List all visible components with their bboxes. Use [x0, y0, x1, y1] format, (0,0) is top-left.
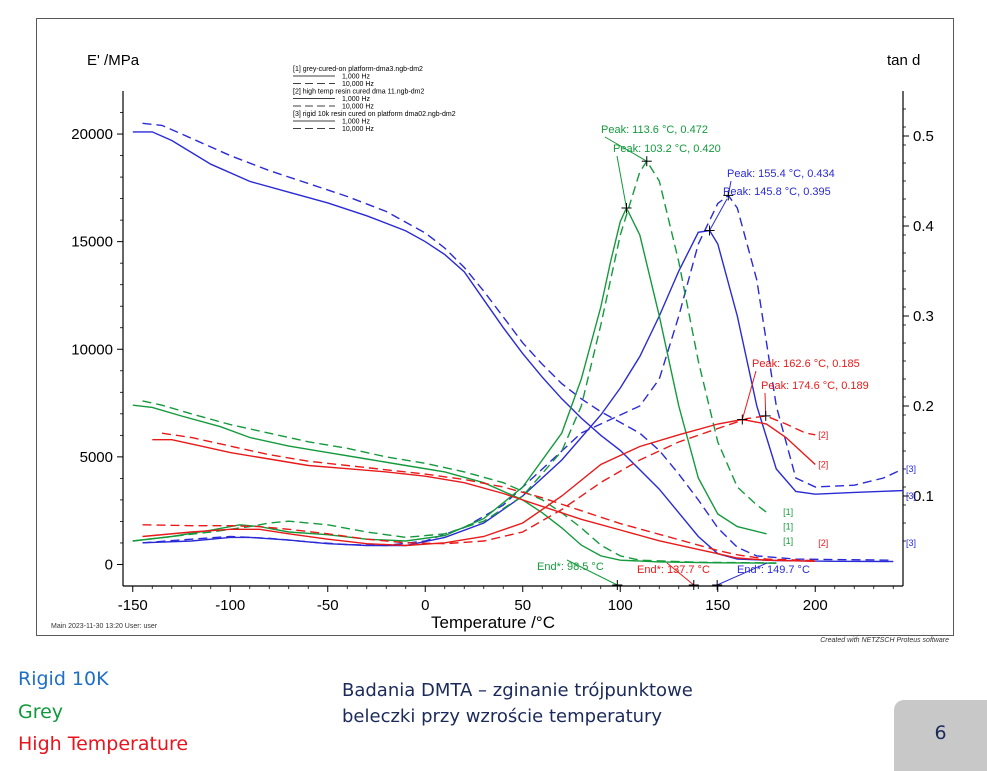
- annotation-label: End*: 98.5 °C: [537, 561, 604, 573]
- series-line-11: [142, 418, 816, 547]
- annotation-label: Peak: 145.8 °C, 0.395: [723, 186, 831, 198]
- x-tick-label: -150: [118, 597, 148, 614]
- annotation-leader: [616, 155, 627, 209]
- x-tick-label: 0: [421, 597, 429, 614]
- annotation-label: Peak: 155.4 °C, 0.434: [727, 168, 835, 180]
- y-right-tick-label: 0.1: [913, 488, 934, 505]
- caption-line-1: Badania DMTA – zginanie trójpunktowe: [342, 680, 693, 701]
- y-right-tick-label: 0.3: [913, 308, 934, 325]
- legend-entry-label: 1,000 Hz: [342, 74, 371, 81]
- legend-file-1: [1] grey-cured-on platform-dma3.ngb-dm2: [293, 66, 423, 73]
- annotation-label: End*: 137.7 °C: [637, 564, 710, 576]
- annotation-leader: [666, 562, 695, 586]
- annotation-leader: [716, 562, 768, 586]
- x-tick-label: -50: [317, 597, 339, 614]
- caption-line-2: beleczki przy wzroście temperatury: [342, 706, 663, 727]
- curve-end-tag: [1]: [783, 507, 793, 517]
- annotation-leader: [741, 370, 757, 420]
- legend-entry-label: 10,000 Hz: [342, 81, 374, 88]
- annotation-label: End*: 149.7 °C: [737, 564, 810, 576]
- series-line-9: [152, 439, 816, 562]
- annotation-leader: [604, 136, 648, 162]
- annotation-label: Peak: 113.6 °C, 0.472: [601, 124, 708, 136]
- series-line-4: [142, 194, 904, 547]
- left-axis-title: E' /MPa: [87, 52, 140, 69]
- legend-file-3: [3] rigid 10k resin cured on platform dm…: [293, 111, 456, 118]
- series-line-1: [132, 131, 894, 563]
- curve-end-tag: [2]: [818, 538, 828, 548]
- curve-end-tag: [3]: [906, 464, 916, 474]
- dma-chart: -150 -100 -50 0 50 100 150 200 0 5000 10000 15000 20…: [36, 18, 954, 644]
- legend-entry-label: 10,000 Hz: [342, 104, 374, 111]
- series-line-12: [142, 415, 816, 545]
- curve-end-tag: [2]: [818, 460, 828, 470]
- x-tick-label: 150: [705, 597, 730, 614]
- annotation-leader: [566, 559, 618, 586]
- page-number: 6: [934, 722, 947, 744]
- y-right-tick-label: 0.5: [913, 128, 934, 145]
- curve-end-tag: [2]: [818, 430, 828, 440]
- x-tick-label: 100: [608, 597, 633, 614]
- legend-entry-label: 1,000 Hz: [342, 96, 371, 103]
- annotation-label: Peak: 174.6 °C, 0.189: [761, 380, 869, 392]
- curve-end-tag: [3]: [906, 538, 916, 548]
- material-high-temp-label: High Temperature: [18, 733, 189, 755]
- x-axis-title: Temperature /°C: [431, 613, 555, 632]
- legend-entry-label: 10,000 Hz: [342, 126, 374, 133]
- right-axis-title: tan d: [887, 52, 920, 69]
- series-line-8: [132, 159, 767, 542]
- annotation-label: Peak: 103.2 °C, 0.420: [613, 143, 721, 155]
- x-tick-label: 50: [514, 597, 531, 614]
- slide-caption: Badania DMTA – zginanie trójpunktowe bel…: [342, 678, 693, 730]
- curve-end-tag: [3]: [906, 491, 916, 501]
- page-number-box: 6: [894, 700, 987, 771]
- x-tick-label: 200: [803, 597, 828, 614]
- curve-end-tag: [1]: [783, 536, 793, 546]
- dma-chart-svg: -150 -100 -50 0 50 100 150 200 0 5000 10000 15000 20…: [71, 52, 934, 632]
- annotation-leader: [709, 198, 728, 231]
- series-line-2: [142, 122, 894, 561]
- legend-file-2: [2] high temp resin cured dma 11.ngb-dm2: [293, 89, 424, 96]
- y-left-tick-label: 0: [105, 556, 113, 573]
- y-left-tick-label: 5000: [80, 449, 113, 466]
- legend-entry-label: 1,000 Hz: [342, 119, 371, 126]
- curve-end-tag: [1]: [783, 522, 793, 532]
- series-line-5: [132, 404, 777, 564]
- y-left-tick-label: 10000: [71, 341, 113, 358]
- x-tick-label: -100: [215, 597, 245, 614]
- y-right-tick-label: 0.2: [913, 398, 934, 415]
- chart-footer-main: Main 2023-11-30 13:20 User: user: [51, 623, 158, 630]
- annotation-label: Peak: 162.6 °C, 0.185: [752, 358, 860, 370]
- y-left-tick-label: 15000: [71, 234, 113, 251]
- series-line-6: [142, 400, 777, 564]
- material-grey-label: Grey: [18, 701, 64, 723]
- material-rigid-label: Rigid 10K: [18, 668, 109, 690]
- y-right-tick-label: 0.4: [913, 218, 934, 235]
- chart-footer-credit: Created with NETZSCH Proteus software: [820, 637, 949, 644]
- y-left-tick-label: 20000: [71, 126, 113, 143]
- series-line-10: [161, 432, 816, 562]
